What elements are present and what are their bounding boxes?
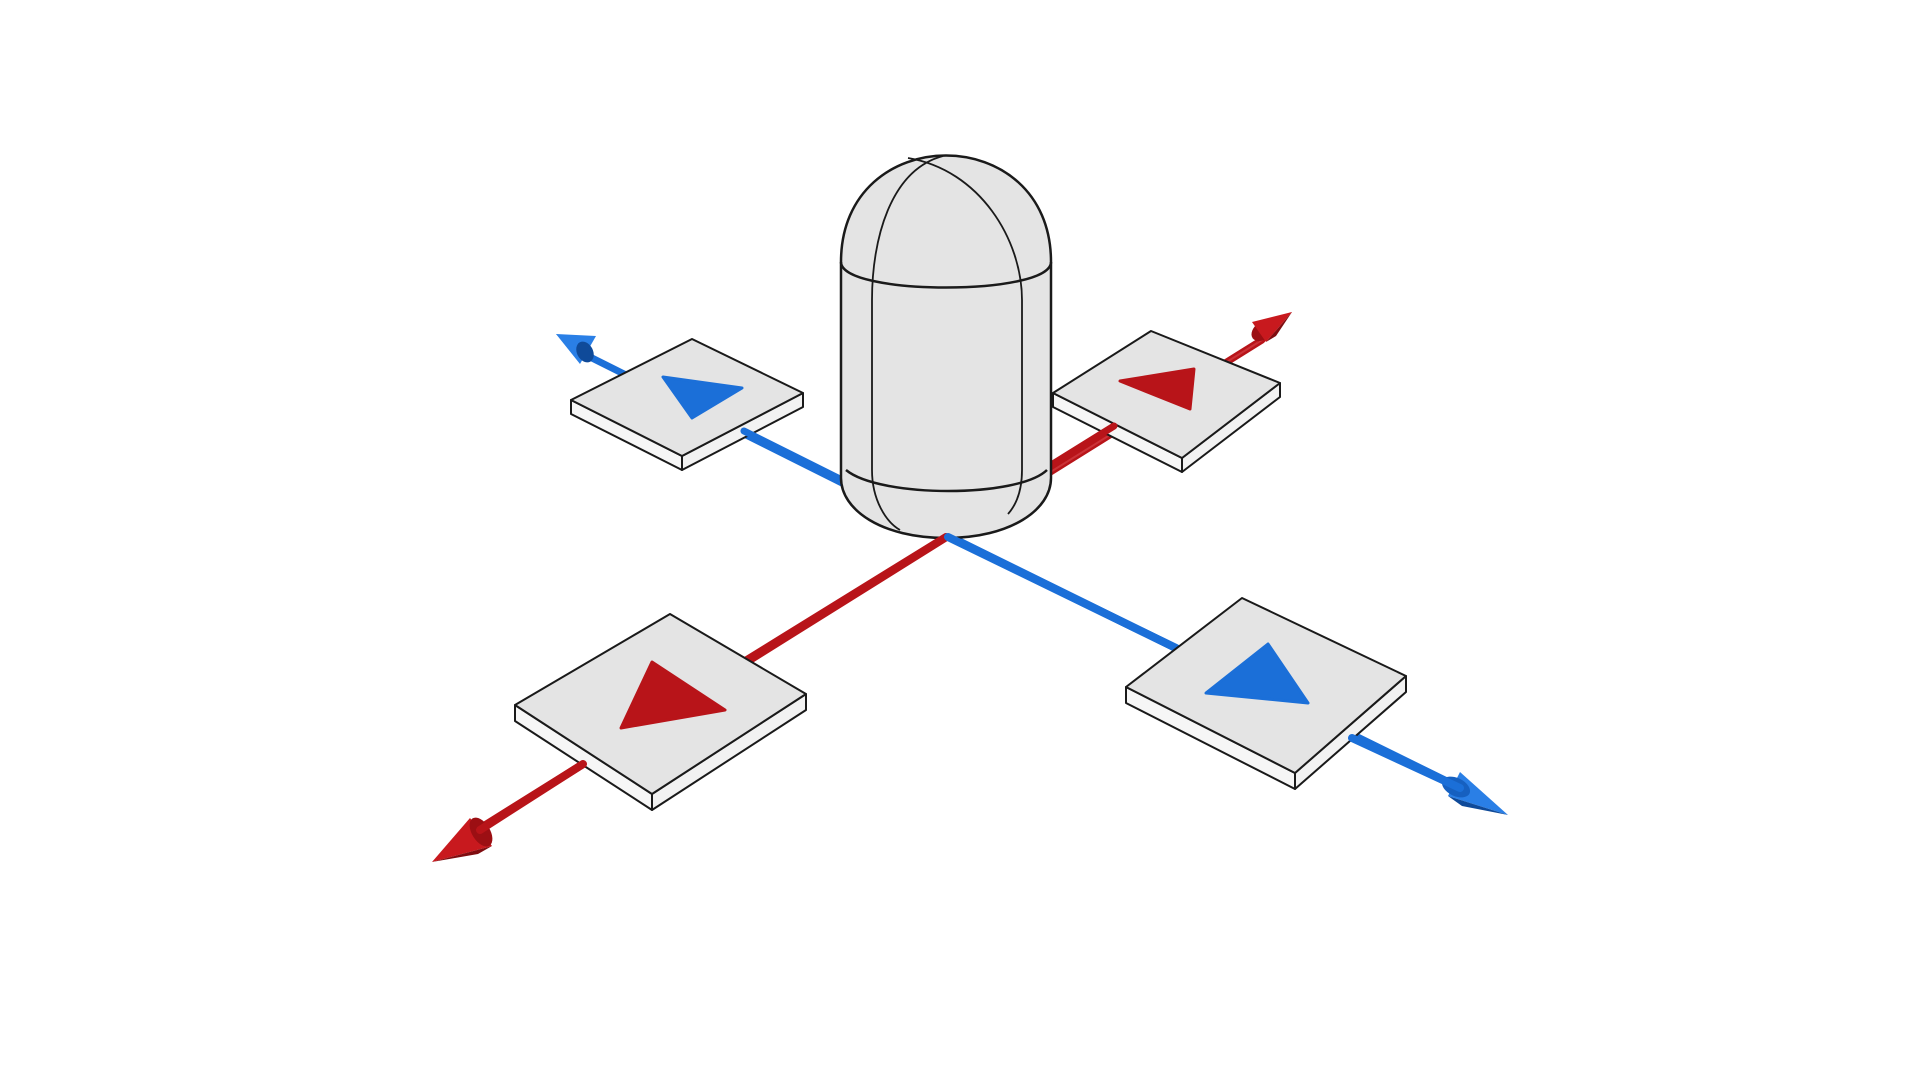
cone-arrow-icon[interactable] bbox=[1439, 772, 1508, 815]
red-axis-exit bbox=[476, 760, 587, 834]
triangle-arrow-icon bbox=[1204, 642, 1310, 705]
blue-axis-front-stub bbox=[944, 533, 1180, 652]
cone-arrow-icon[interactable] bbox=[556, 334, 597, 365]
move-handle-front-left[interactable] bbox=[514, 613, 807, 811]
cone-arrow-icon[interactable] bbox=[1247, 312, 1292, 346]
red-axis-front-stub bbox=[738, 533, 950, 667]
triangle-arrow-icon bbox=[619, 660, 727, 730]
red-axis-stub bbox=[1036, 422, 1118, 476]
triangle-arrow-icon bbox=[661, 375, 744, 420]
move-handle-back-right[interactable] bbox=[1052, 330, 1281, 473]
move-handle-back-left[interactable] bbox=[570, 338, 804, 471]
capsule[interactable] bbox=[839, 154, 1053, 540]
move-handle-front-right[interactable] bbox=[1125, 597, 1407, 790]
blue-axis-exit bbox=[1348, 734, 1464, 792]
triangle-arrow-icon bbox=[1118, 367, 1196, 411]
